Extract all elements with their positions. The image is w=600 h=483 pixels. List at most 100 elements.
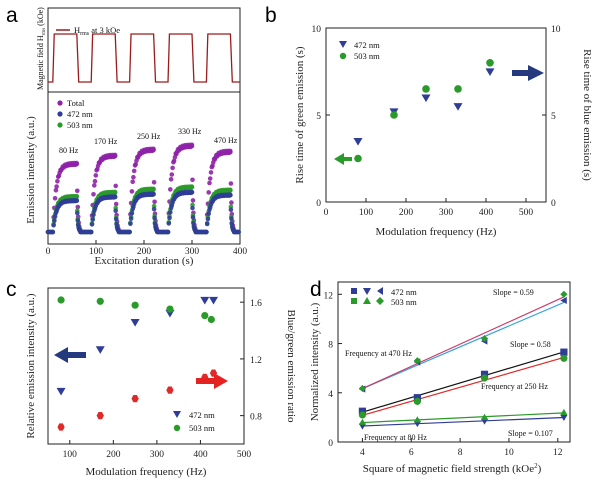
legend-503-marker-b	[339, 52, 347, 60]
trace-point-total	[229, 200, 234, 205]
green-axis-arrow	[334, 153, 352, 165]
point-503	[454, 85, 462, 93]
panel-c-points	[56, 296, 219, 431]
freq-label-170: 170 Hz	[94, 137, 118, 146]
panel-c-ylabel-right: Blue/green emission ratio	[285, 309, 297, 423]
trace-point-472	[75, 210, 80, 216]
trace-point-total	[168, 187, 173, 192]
panel-d-ylabel: Normalized intensity (a.u.)	[309, 302, 321, 421]
y-tick-label: 0	[328, 439, 333, 449]
x-tick-label: 200	[399, 208, 414, 218]
trace-point-total	[189, 143, 195, 149]
legend-503-square-d	[351, 298, 357, 304]
point-472	[560, 348, 568, 356]
trace-point-472	[206, 211, 211, 217]
point-472	[453, 103, 463, 111]
trace-point-503	[74, 194, 80, 199]
trace-point-472	[190, 215, 196, 220]
legend-503-marker-c	[173, 424, 181, 432]
trace-point-total	[133, 161, 138, 167]
point-472	[358, 407, 367, 415]
point-503	[358, 384, 367, 393]
trace-point-472	[151, 192, 156, 197]
fit-line	[362, 356, 565, 416]
x-tick-label: 8	[458, 448, 463, 458]
panel-c-ylabel-left: Relative emission intensity (a.u.)	[25, 293, 37, 438]
freq-label-80: 80 Hz	[59, 146, 79, 155]
trace-point-total	[151, 147, 156, 153]
legend-472-label-b: 472 nm	[354, 40, 380, 50]
trace-point-total	[190, 198, 196, 203]
trace-point-total	[208, 170, 214, 175]
trace-point-total	[113, 201, 119, 207]
legend-472-marker-b	[339, 41, 347, 48]
point-503	[560, 290, 568, 298]
trace-point-472	[205, 216, 211, 222]
legend-472-square-d	[351, 288, 357, 294]
trace-point-472	[74, 198, 80, 203]
point-503	[207, 315, 215, 324]
blue-axis-arrow	[512, 65, 544, 81]
panel-c-frame	[47, 287, 245, 445]
point-472	[56, 387, 66, 396]
fit-line	[362, 301, 565, 390]
trace-point-total	[152, 199, 157, 205]
trace-point-total	[228, 149, 233, 155]
x-tick-label: 400	[233, 247, 248, 257]
y-tick-label: 12	[324, 291, 334, 301]
fit-line	[362, 412, 564, 424]
trace-point-total	[74, 161, 80, 167]
slope-059-label: Slope = 0.59	[493, 288, 534, 297]
x-tick-label: 200	[106, 450, 121, 460]
panel-d-fit-lines	[362, 296, 565, 427]
y-tick-label-left: 0	[316, 199, 321, 209]
legend-503-label-b: 503 nm	[354, 51, 380, 61]
legend-503-diamond-d	[376, 297, 384, 305]
field-legend-label: Hrms at 3 kOe	[74, 25, 120, 37]
trace-point-total	[92, 183, 97, 188]
point-503	[358, 411, 367, 419]
panel-letter-a: a	[6, 4, 18, 27]
x-tick-label: 500	[519, 208, 534, 218]
point-472	[413, 394, 421, 402]
trace-point-total	[206, 190, 211, 195]
trace-point-total	[171, 158, 177, 164]
y-tick-label-right: 5	[551, 112, 556, 122]
x-tick-label: 6	[409, 448, 414, 458]
freq-label-250: 250 Hz	[137, 132, 161, 141]
point-503	[96, 297, 104, 305]
point-ratio	[96, 412, 104, 420]
point-472	[480, 370, 489, 378]
fit-line	[362, 351, 565, 413]
point-472	[421, 94, 431, 103]
x-tick-label: 100	[359, 208, 374, 218]
y-tick-label-right: 0	[551, 199, 556, 209]
trace-point-472	[128, 216, 134, 221]
freq-80-label: Frequency at 80 Hz	[364, 433, 427, 442]
point-472	[353, 137, 363, 146]
x-tick-label: 100	[63, 450, 78, 460]
trace-point-472	[52, 218, 57, 224]
trace-point-472	[152, 215, 157, 221]
trace-point-472	[167, 215, 172, 221]
trace-point-total	[92, 178, 98, 184]
point-503	[413, 416, 421, 423]
trace-point-472	[236, 229, 241, 235]
trace-point-total	[228, 181, 234, 186]
trace-point-472	[112, 194, 118, 200]
trace-point-472	[166, 221, 172, 226]
point-503	[486, 59, 494, 67]
panel-d-points	[358, 290, 568, 430]
field-line	[48, 33, 240, 83]
trace-point-472	[228, 207, 234, 212]
trace-point-total	[113, 183, 118, 189]
trace-point-472	[113, 208, 118, 214]
freq-label-470: 470 Hz	[214, 136, 238, 145]
panel-a-ylabel: Emission intensity (a.u.)	[25, 116, 37, 224]
fit-line	[362, 296, 565, 390]
trace-point-503	[189, 185, 195, 190]
trace-point-total	[129, 189, 135, 194]
trace-point-472	[52, 214, 58, 219]
